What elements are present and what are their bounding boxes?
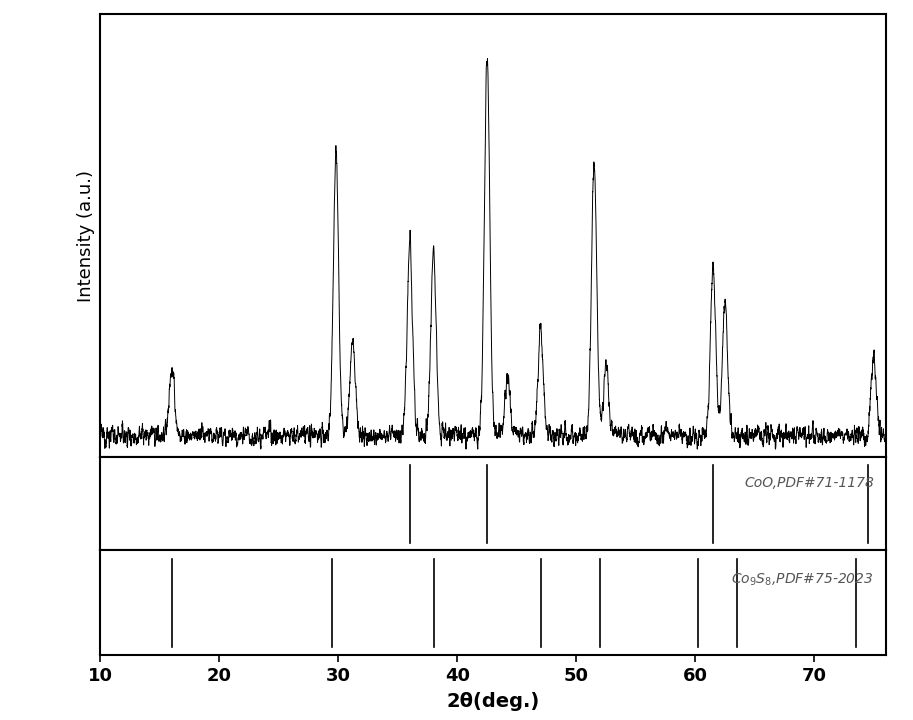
Y-axis label: Intensity (a.u.): Intensity (a.u.): [77, 170, 95, 302]
Text: CoO,PDF#71-1178: CoO,PDF#71-1178: [744, 476, 874, 490]
X-axis label: 2θ(deg.): 2θ(deg.): [446, 692, 540, 711]
Text: Co$_9$S$_8$,PDF#75-2023: Co$_9$S$_8$,PDF#75-2023: [731, 571, 874, 588]
